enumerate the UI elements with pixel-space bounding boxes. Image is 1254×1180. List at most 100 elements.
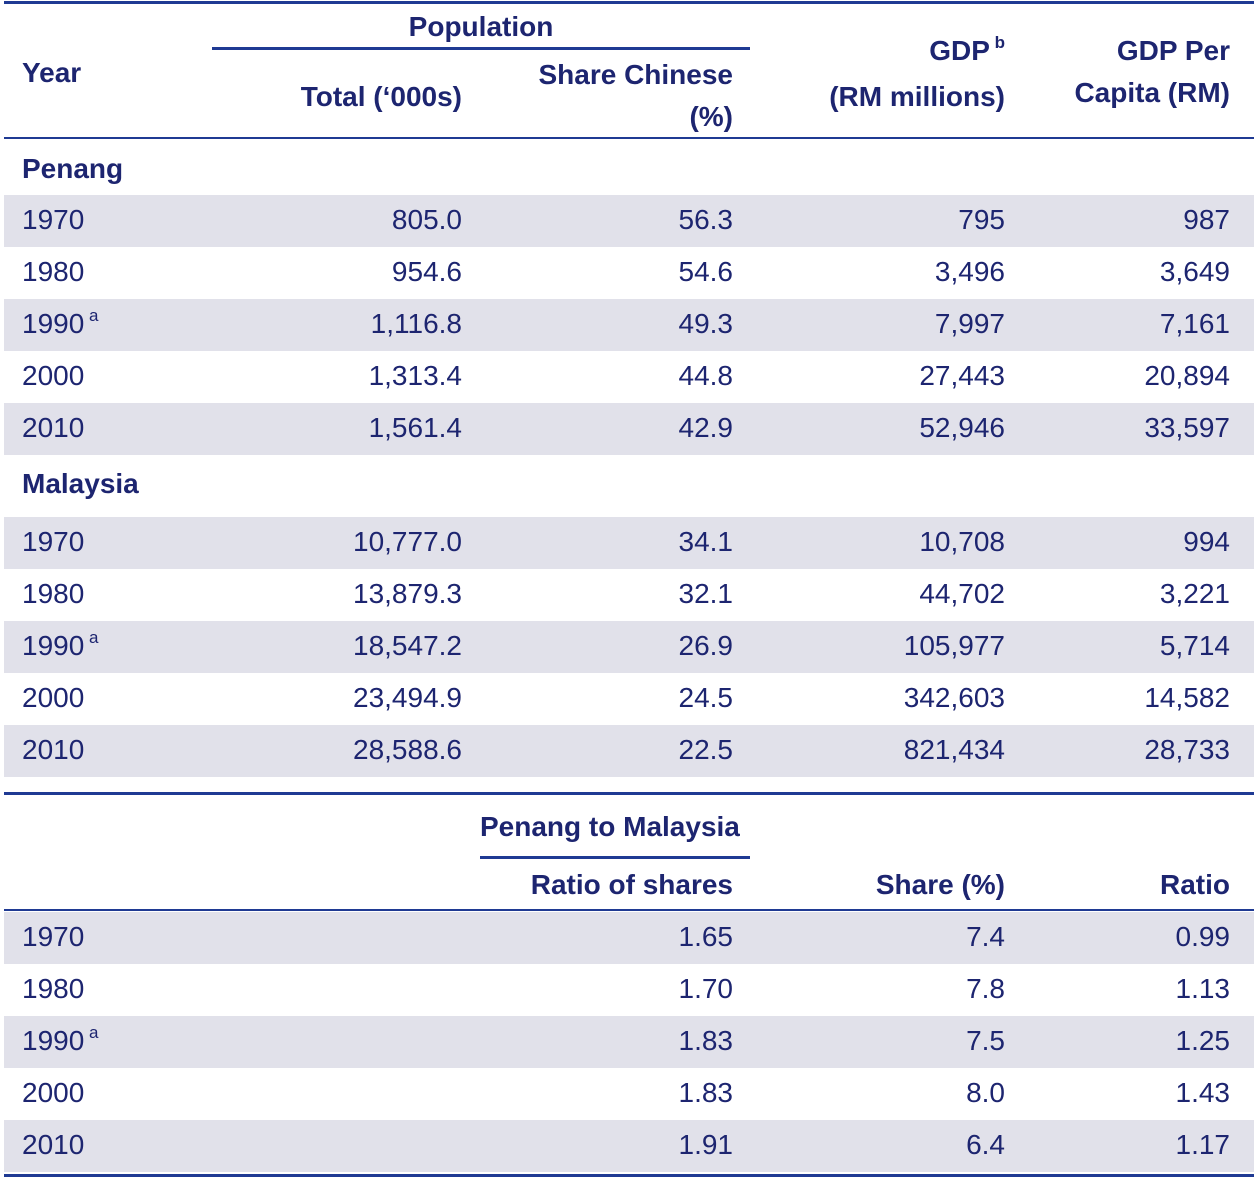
- rule: [4, 137, 1254, 139]
- year-cell: 1990 a: [22, 1023, 99, 1056]
- year-cell: 2000: [22, 682, 85, 713]
- year-cell: 1970: [22, 204, 85, 235]
- cell: 34.1: [678, 526, 734, 557]
- rule: [4, 909, 1254, 911]
- rule: [4, 1174, 1254, 1177]
- cell: 44,702: [919, 578, 1005, 609]
- cell: 10,777.0: [353, 526, 462, 557]
- row-band: [4, 517, 1254, 569]
- cell: 20,894: [1144, 360, 1230, 391]
- cell: 795: [958, 204, 1005, 235]
- cell: 1.17: [1175, 1129, 1231, 1160]
- cell: 1.43: [1175, 1077, 1231, 1108]
- year-cell: 1980: [22, 256, 85, 287]
- footnote-mark: a: [84, 306, 99, 325]
- cell: 805.0: [391, 204, 462, 235]
- header-year: Year: [22, 57, 82, 88]
- cell: 3,496: [934, 256, 1005, 287]
- cell: 14,582: [1144, 682, 1230, 713]
- cell: 1.83: [678, 1077, 734, 1108]
- ratio-header: Share (%): [875, 869, 1005, 900]
- cell: 987: [1183, 204, 1230, 235]
- cell: 0.99: [1175, 921, 1231, 952]
- row-band: [4, 725, 1254, 777]
- cell: 54.6: [678, 256, 734, 287]
- cell: 954.6: [391, 256, 462, 287]
- cell: 23,494.9: [353, 682, 462, 713]
- year-cell: 2010: [22, 412, 85, 443]
- cell: 13,879.3: [353, 578, 462, 609]
- cell: 42.9: [678, 412, 734, 443]
- cell: 1.70: [678, 973, 734, 1004]
- header-share: (%): [689, 101, 733, 132]
- cell: 18,547.2: [353, 630, 462, 661]
- cell: 22.5: [678, 734, 734, 765]
- row-band: [4, 621, 1254, 673]
- cell: 32.1: [678, 578, 734, 609]
- year-cell: 2000: [22, 360, 85, 391]
- row-band: [4, 299, 1254, 351]
- section-label: Penang: [22, 153, 124, 184]
- rule: [212, 47, 750, 50]
- year-cell: 1980: [22, 973, 85, 1004]
- footnote-mark: a: [84, 1023, 99, 1042]
- cell: 1.25: [1175, 1025, 1231, 1056]
- header-gdp: GDP b: [929, 33, 1005, 66]
- cell: 28,588.6: [353, 734, 462, 765]
- ratio-header: Ratio of shares: [530, 869, 733, 900]
- cell: 6.4: [966, 1129, 1005, 1160]
- cell: 28,733: [1144, 734, 1230, 765]
- ratio-header: Ratio: [1160, 869, 1230, 900]
- cell: 7.5: [966, 1025, 1005, 1056]
- cell: 1,313.4: [368, 360, 462, 391]
- rule: [4, 1, 1254, 4]
- year-cell: 1980: [22, 578, 85, 609]
- year-cell: 2000: [22, 1077, 85, 1108]
- cell: 3,221: [1159, 578, 1230, 609]
- cell: 52,946: [919, 412, 1005, 443]
- header-gdp-pc: Capita (RM): [1074, 77, 1230, 108]
- cell: 49.3: [678, 308, 734, 339]
- header-share: Share Chinese: [538, 59, 733, 90]
- cell: 7,997: [934, 308, 1005, 339]
- cell: 33,597: [1144, 412, 1230, 443]
- cell: 105,977: [903, 630, 1005, 661]
- row-band: [4, 1120, 1254, 1172]
- cell: 7.4: [966, 921, 1005, 952]
- section-label: Malaysia: [22, 468, 139, 499]
- ratio-group: Penang to Malaysia: [480, 811, 740, 842]
- year-cell: 1990 a: [22, 628, 99, 661]
- cell: 8.0: [966, 1077, 1005, 1108]
- header-population: Population: [408, 11, 554, 42]
- footnote-mark: a: [84, 628, 99, 647]
- cell: 1.91: [678, 1129, 734, 1160]
- cell: 821,434: [903, 734, 1005, 765]
- cell: 994: [1183, 526, 1230, 557]
- cell: 1,561.4: [368, 412, 462, 443]
- cell: 27,443: [919, 360, 1005, 391]
- cell: 342,603: [903, 682, 1005, 713]
- cell: 10,708: [919, 526, 1005, 557]
- header-gdp-unit: (RM millions): [829, 81, 1005, 112]
- year-cell: 1990 a: [22, 306, 99, 339]
- cell: 44.8: [678, 360, 734, 391]
- cell: 7,161: [1159, 308, 1230, 339]
- row-band: [4, 195, 1254, 247]
- cell: 5,714: [1159, 630, 1230, 661]
- footnote-mark: b: [989, 33, 1005, 52]
- row-band: [4, 912, 1254, 964]
- cell: 26.9: [678, 630, 734, 661]
- cell: 7.8: [966, 973, 1005, 1004]
- year-cell: 1970: [22, 526, 85, 557]
- header-total: Total (‘000s): [300, 81, 462, 112]
- cell: 56.3: [678, 204, 734, 235]
- cell: 3,649: [1159, 256, 1230, 287]
- year-cell: 2010: [22, 1129, 85, 1160]
- header-gdp-pc: GDP Per: [1116, 35, 1230, 66]
- cell: 1.13: [1175, 973, 1231, 1004]
- row-band: [4, 1016, 1254, 1068]
- cell: 1.65: [678, 921, 734, 952]
- cell: 24.5: [678, 682, 734, 713]
- rule: [4, 792, 1254, 795]
